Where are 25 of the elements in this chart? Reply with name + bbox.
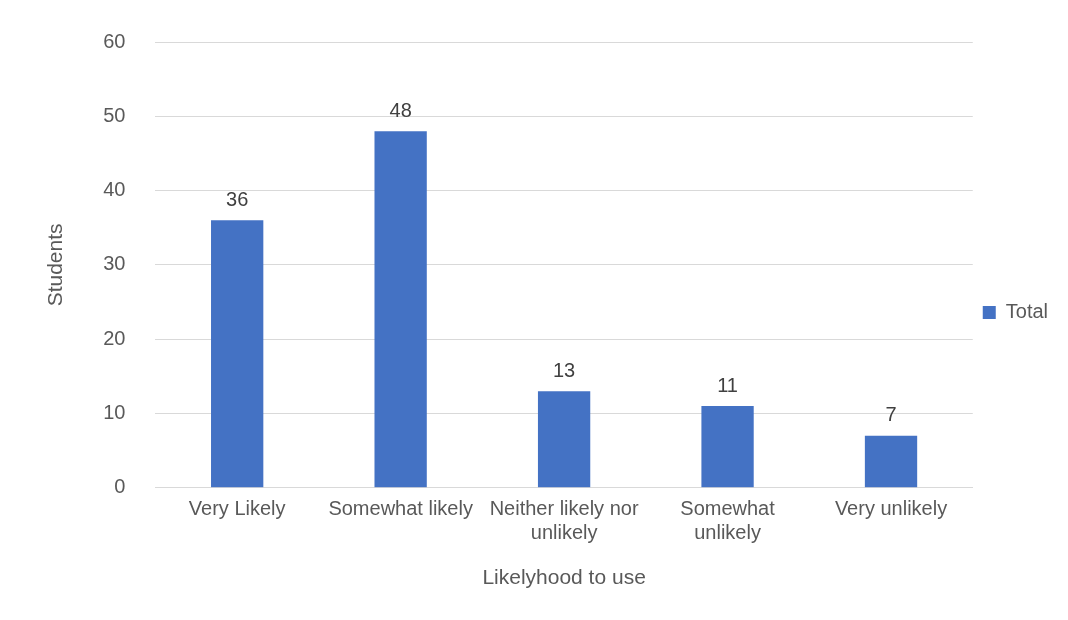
data-label: 13	[552, 358, 576, 381]
y-tick-label: 10	[103, 401, 126, 424]
data-label: 11	[717, 373, 738, 396]
x-tick-label: Very Likely	[188, 497, 286, 520]
x-tick-label: Somewhat unlikely	[680, 497, 776, 544]
y-tick-label: 40	[103, 178, 126, 201]
y-tick-label: 50	[103, 103, 126, 126]
data-label: 7	[885, 403, 897, 426]
y-axis-title: Students	[43, 223, 67, 307]
bar	[374, 131, 427, 488]
y-tick-label: 20	[103, 326, 126, 349]
data-label: 48	[389, 98, 412, 121]
x-axis-title: Likelyhood to use	[482, 565, 646, 589]
bar	[701, 406, 754, 488]
x-tick-label: Very unlikely	[834, 497, 948, 520]
x-tick-label: Somewhat likely	[328, 497, 473, 520]
data-label: 36	[226, 187, 249, 210]
x-tick-label: Neither likely nor unlikely	[489, 497, 639, 544]
bar	[211, 220, 264, 488]
bar	[537, 391, 591, 488]
legend-label: Total	[1005, 300, 1048, 323]
bar	[864, 435, 918, 488]
y-tick-label: 60	[103, 29, 126, 52]
y-tick-label: 30	[103, 252, 126, 275]
y-tick-label: 0	[114, 475, 126, 498]
